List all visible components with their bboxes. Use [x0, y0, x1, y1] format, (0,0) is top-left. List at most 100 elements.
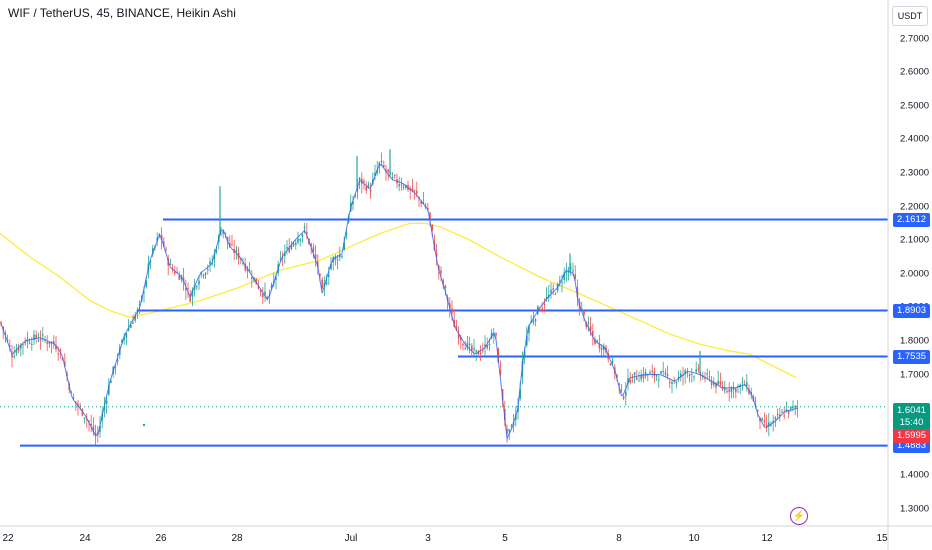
- candle-body: [455, 326, 458, 331]
- candle-body: [165, 248, 167, 250]
- candle-body: [587, 322, 590, 325]
- candle-body: [449, 303, 451, 309]
- candle-body: [655, 375, 658, 377]
- candle-body: [737, 385, 739, 387]
- candle-body: [127, 328, 130, 331]
- candle-body: [444, 285, 447, 289]
- candle-body: [471, 345, 473, 351]
- marker-dot: [142, 423, 146, 427]
- chart-title: WIF / TetherUS, 45, BINANCE, Heikin Ashi: [8, 6, 236, 20]
- currency-button[interactable]: USDT: [892, 6, 928, 26]
- candle-body: [116, 359, 119, 362]
- candle-body: [541, 307, 543, 309]
- candle-body: [572, 270, 574, 272]
- candle-body: [651, 370, 653, 372]
- candle-body: [321, 279, 323, 289]
- candle-body: [710, 381, 713, 385]
- price-tick-label: 1.4000: [900, 469, 930, 481]
- candle-body: [708, 376, 711, 378]
- candle-body: [552, 288, 554, 290]
- candle-body: [152, 248, 154, 254]
- candle-body: [669, 382, 671, 384]
- candle-body: [59, 350, 62, 352]
- candle-body: [748, 389, 750, 394]
- candle-body: [598, 343, 601, 349]
- candle-body: [435, 253, 438, 257]
- candle-body: [48, 341, 51, 345]
- candle-body: [499, 369, 502, 375]
- candle-body: [77, 403, 79, 407]
- candle-body: [70, 392, 73, 394]
- candle-body: [138, 304, 141, 306]
- candle-body: [345, 232, 348, 236]
- current-price-tag: 1.6041 15:40: [893, 403, 930, 431]
- candle-body: [416, 190, 418, 194]
- candle-body: [600, 347, 603, 351]
- candle-body: [178, 275, 180, 280]
- candle-body: [55, 345, 57, 350]
- candle-body: [209, 261, 211, 265]
- price-tick-label: 2.2000: [900, 201, 930, 212]
- candle-body: [356, 187, 359, 192]
- candle-body: [174, 271, 176, 274]
- candle-body: [28, 342, 31, 344]
- candle-body: [787, 410, 790, 414]
- candle-body: [297, 238, 299, 243]
- candle-body: [281, 257, 284, 259]
- candle-body: [691, 373, 693, 375]
- candle-body: [185, 288, 187, 290]
- candle-body: [479, 352, 482, 354]
- candle-body: [695, 369, 697, 372]
- candle-body: [757, 409, 759, 411]
- candle-body: [72, 397, 75, 399]
- candle-body: [422, 201, 425, 204]
- candle-body: [776, 414, 779, 416]
- candle-body: [251, 277, 253, 280]
- candle-body: [365, 187, 367, 191]
- candle-body: [64, 361, 66, 367]
- candles: [0, 149, 799, 445]
- candle-body: [464, 348, 466, 350]
- candle-body: [664, 372, 667, 375]
- candle-body: [189, 296, 191, 302]
- candle-body: [563, 272, 565, 280]
- candle-body: [299, 239, 301, 241]
- lightning-icon[interactable]: ⚡: [790, 507, 808, 525]
- candle-body: [288, 248, 290, 253]
- candle-body: [394, 175, 396, 177]
- candle-body: [149, 260, 152, 262]
- level-price-tag: 2.1612: [893, 212, 930, 227]
- candle-body: [262, 294, 264, 298]
- candle-body: [242, 262, 244, 264]
- candle-body: [207, 269, 209, 271]
- candle-body: [105, 400, 108, 404]
- candle-body: [220, 234, 222, 236]
- candle-body: [319, 274, 321, 276]
- candle-body: [255, 278, 257, 285]
- fast-ma-line: [0, 163, 798, 441]
- candle-body: [603, 345, 605, 350]
- time-tick-label: 5: [502, 533, 508, 544]
- candle-body: [400, 184, 403, 186]
- candle-body: [275, 276, 277, 281]
- candle-body: [581, 309, 583, 311]
- candle-body: [215, 250, 218, 253]
- candle-body: [768, 422, 770, 427]
- candle-body: [519, 389, 521, 399]
- candle-body: [484, 344, 486, 347]
- candle-body: [295, 242, 297, 245]
- time-tick-label: 15: [876, 533, 888, 544]
- candle-body: [143, 292, 145, 294]
- candle-body: [42, 334, 44, 336]
- candle-body: [270, 284, 273, 289]
- candle-body: [660, 371, 662, 374]
- candle-body: [235, 249, 238, 252]
- candle-body: [790, 406, 792, 409]
- bid-price-tag: 1.5995: [893, 429, 930, 443]
- candle-body: [545, 296, 548, 300]
- time-tick-label: 22: [2, 533, 14, 544]
- candle-body: [132, 323, 134, 325]
- candle-body: [466, 342, 469, 349]
- candle-body: [402, 186, 405, 188]
